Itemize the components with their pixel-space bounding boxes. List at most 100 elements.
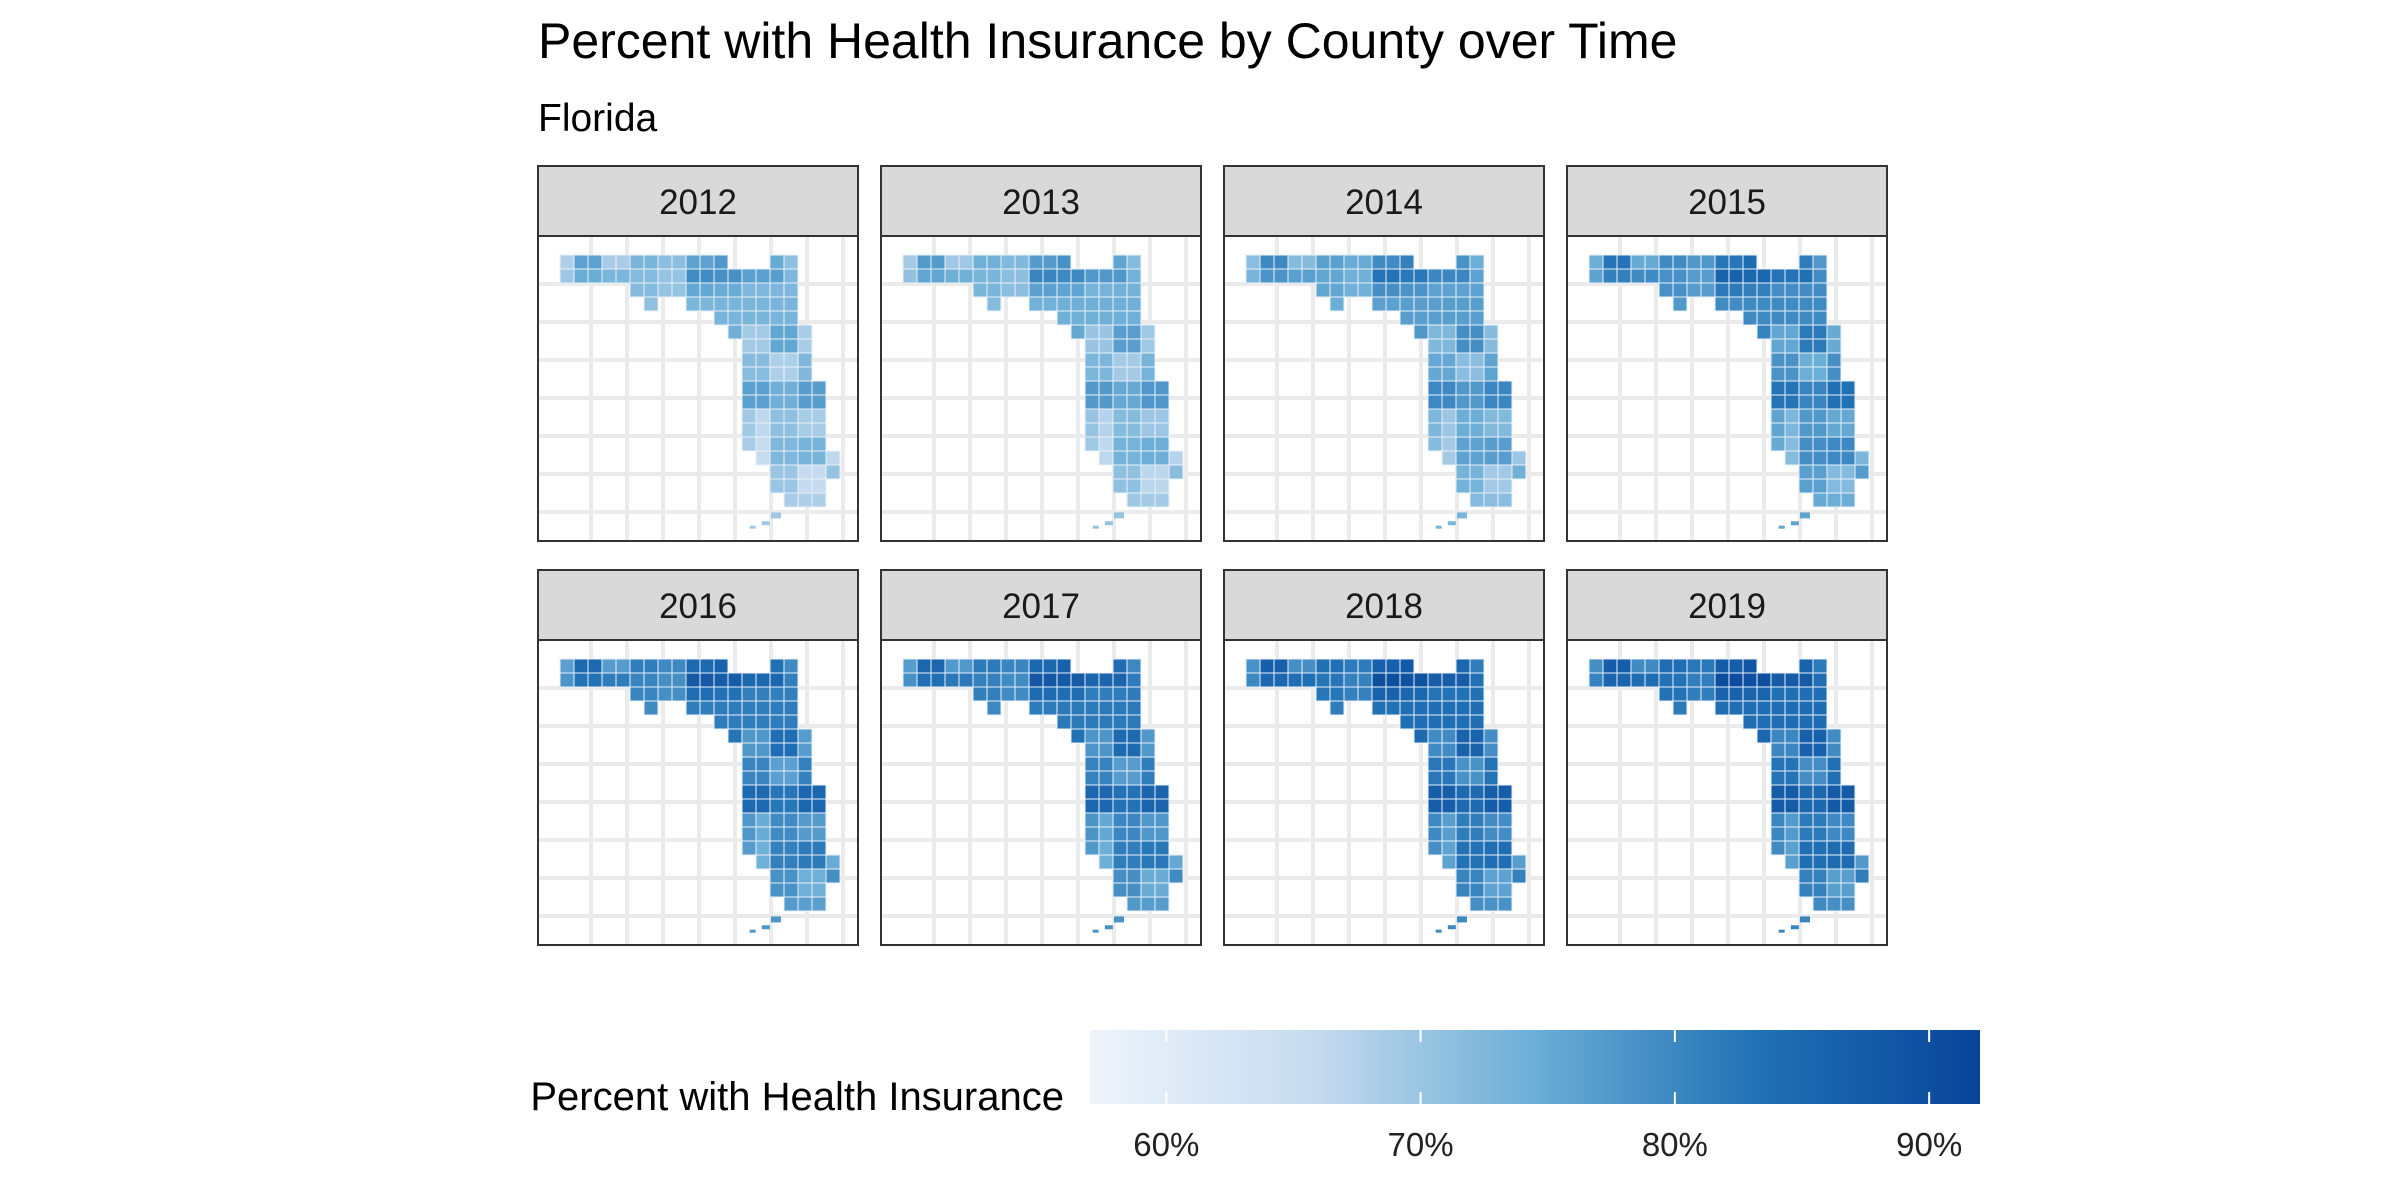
county-cell: [1770, 380, 1786, 396]
facet-panel-2015: 2015: [1566, 165, 1888, 542]
county-cell: [755, 380, 771, 396]
county-cell: [1826, 338, 1842, 354]
county-cell: [1287, 658, 1303, 674]
county-cell: [1770, 700, 1786, 716]
county-cell: [797, 770, 813, 786]
county-cell: [986, 254, 1002, 270]
county-cell: [769, 840, 785, 856]
county-cell: [769, 672, 785, 688]
county-cell: [783, 700, 799, 716]
county-cell: [1427, 338, 1443, 354]
county-cell: [1798, 478, 1814, 494]
county-cell: [811, 798, 827, 814]
county-cell: [1126, 310, 1142, 326]
county-cell: [1616, 254, 1632, 270]
county-cell: [1714, 672, 1730, 688]
county-cell: [1441, 296, 1457, 312]
county-cell: [1455, 840, 1471, 856]
facet-strip-label: 2012: [659, 183, 737, 222]
county-cell: [1483, 770, 1499, 786]
county-cell: [1441, 268, 1457, 284]
county-cell: [587, 672, 603, 688]
county-cell: [1469, 854, 1485, 870]
county-cell: [1784, 812, 1800, 828]
county-cell: [741, 686, 757, 702]
county-cell: [657, 254, 673, 270]
county-cell: [1112, 352, 1128, 368]
county-cell: [1469, 394, 1485, 410]
county-cell: [1343, 658, 1359, 674]
county-cell: [1427, 826, 1443, 842]
county-cell: [1770, 770, 1786, 786]
legend-title: Percent with Health Insurance: [530, 1075, 1064, 1119]
county-cell: [1140, 770, 1156, 786]
county-cell: [1329, 658, 1345, 674]
county-cell: [1700, 672, 1716, 688]
county-cell: [755, 826, 771, 842]
county-cell: [1784, 672, 1800, 688]
county-cell: [1014, 686, 1030, 702]
county-cell: [769, 742, 785, 758]
county-cell: [1126, 770, 1142, 786]
county-cell: [1084, 742, 1100, 758]
county-cell: [1084, 826, 1100, 842]
county-cell: [1140, 478, 1156, 494]
county-cell: [930, 254, 946, 270]
county-cell: [1798, 366, 1814, 382]
county-cell: [755, 408, 771, 424]
county-cell: [1826, 854, 1842, 870]
county-cell: [741, 310, 757, 326]
county-cell: [1714, 254, 1730, 270]
county-cell: [727, 324, 743, 340]
county-cell: [1469, 826, 1485, 842]
county-cell: [1483, 366, 1499, 382]
county-cell: [755, 700, 771, 716]
county-cell: [1798, 352, 1814, 368]
county-cell: [1070, 672, 1086, 688]
facet-strip-label: 2019: [1688, 587, 1766, 626]
county-cell: [1084, 770, 1100, 786]
county-cell: [1427, 408, 1443, 424]
county-cell: [1413, 296, 1429, 312]
county-cell: [1826, 868, 1842, 884]
county-cell: [1770, 352, 1786, 368]
county-cell: [1329, 268, 1345, 284]
county-cell: [1273, 268, 1289, 284]
county-cell: [1098, 296, 1114, 312]
county-cell: [1112, 770, 1128, 786]
county-cell: [783, 254, 799, 270]
county-cell: [1427, 268, 1443, 284]
facet-strip-label: 2018: [1345, 587, 1423, 626]
county-cell: [916, 254, 932, 270]
county-cell: [1588, 672, 1604, 688]
county-cell: [1455, 658, 1471, 674]
county-cell: [1826, 464, 1842, 480]
county-cell: [1028, 672, 1044, 688]
county-cell: [1469, 478, 1485, 494]
county-cell: [1070, 686, 1086, 702]
county-cell: [755, 310, 771, 326]
county-cell: [1455, 450, 1471, 466]
county-cell: [1602, 254, 1618, 270]
county-cell: [1371, 254, 1387, 270]
county-cell: [1840, 464, 1856, 480]
county-cell: [1840, 840, 1856, 856]
facet-strip: [880, 569, 1202, 641]
facet-strip: [537, 569, 859, 641]
county-cell: [1840, 408, 1856, 424]
county-cell: [1812, 310, 1828, 326]
county-cell: [741, 826, 757, 842]
county-cell: [1112, 254, 1128, 270]
county-cell: [755, 282, 771, 298]
county-cell: [1497, 478, 1513, 494]
county-cell: [986, 282, 1002, 298]
county-cell: [1630, 268, 1646, 284]
county-cell: [1140, 826, 1156, 842]
legend-tick-label: 80%: [1642, 1126, 1708, 1163]
county-cell: [1658, 658, 1674, 674]
county-cell: [1770, 728, 1786, 744]
county-cell: [1098, 770, 1114, 786]
county-cell: [1126, 436, 1142, 452]
county-cell: [1840, 826, 1856, 842]
county-cell: [1756, 700, 1772, 716]
